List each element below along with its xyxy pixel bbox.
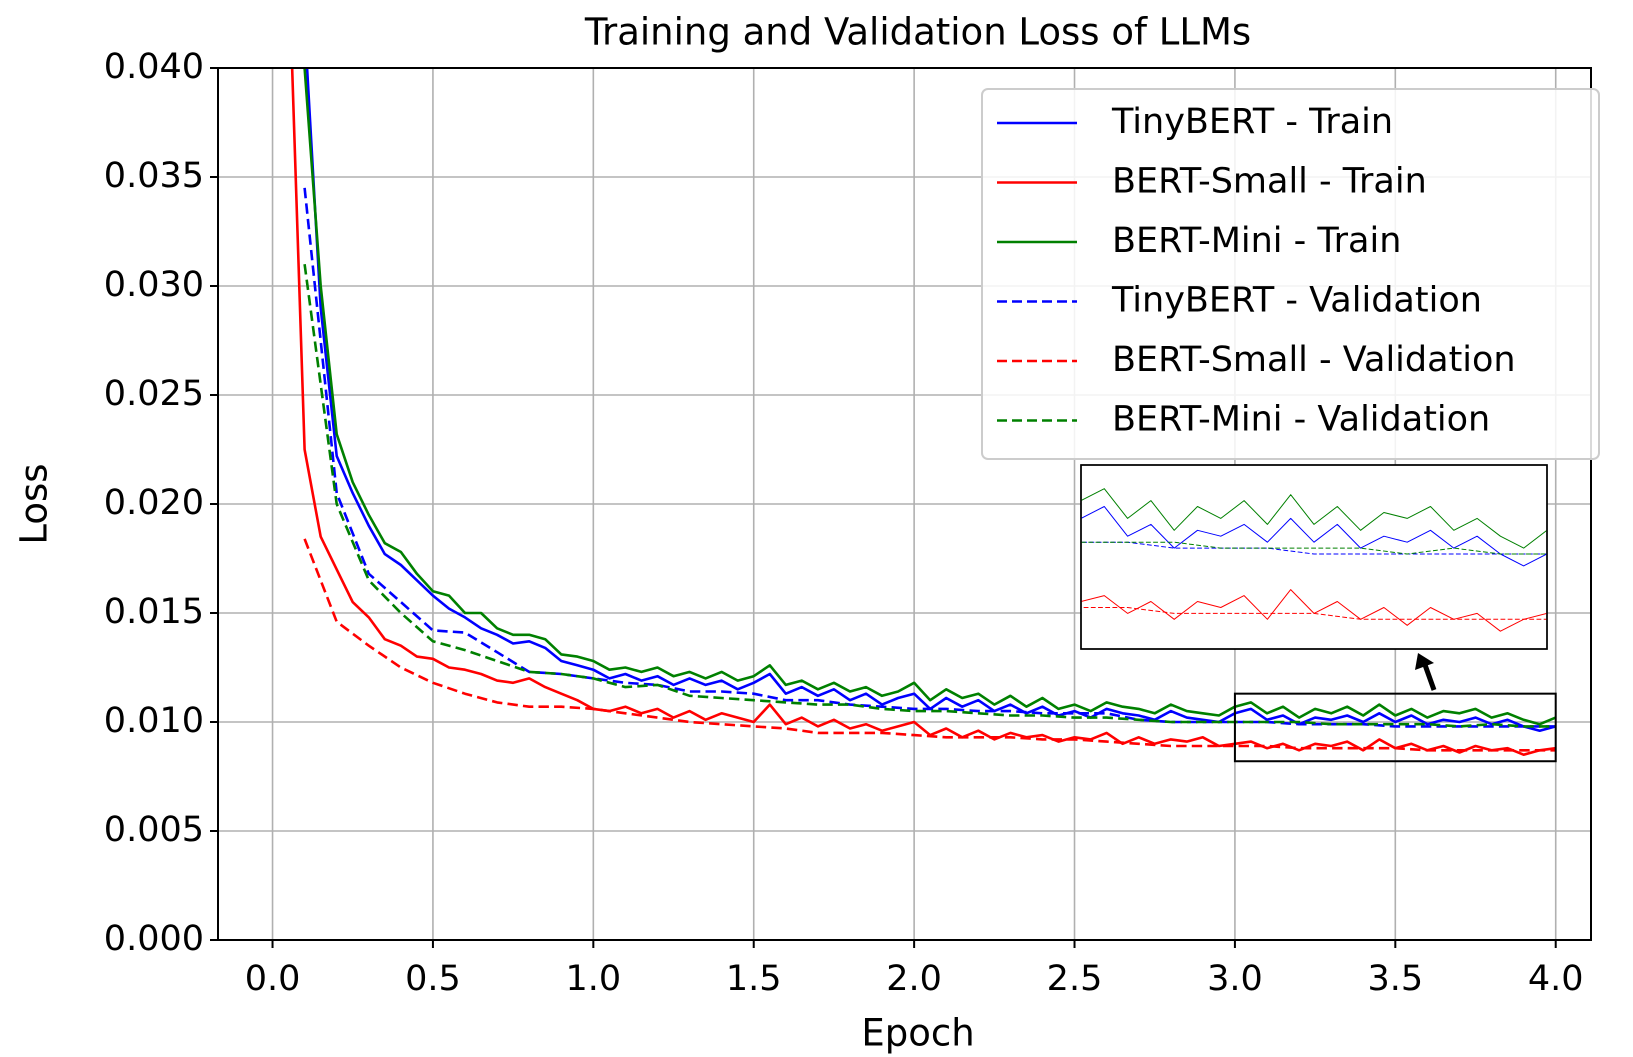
zoom-arrow-head xyxy=(1415,653,1434,670)
legend: TinyBERT - Train BERT-Small - Train BERT-M… xyxy=(981,88,1600,460)
inset-frame xyxy=(1080,464,1548,650)
legend-box xyxy=(981,88,1600,460)
zoom-rect xyxy=(1233,692,1557,763)
series-line xyxy=(303,187,1556,728)
x-tick-label: 0.0 xyxy=(245,959,301,999)
x-tick-label: 1.0 xyxy=(565,959,621,999)
legend-label: BERT-Mini - Train xyxy=(1112,221,1401,261)
y-tick-label: 0.040 xyxy=(104,47,204,87)
series-line xyxy=(305,68,1557,732)
x-tick-label: 0.5 xyxy=(405,959,461,999)
x-tick-label: 4.0 xyxy=(1528,959,1584,999)
x-axis-label: Epoch xyxy=(861,1012,974,1055)
legend-label: BERT-Small - Validation xyxy=(1112,340,1516,380)
y-tick-label: 0.030 xyxy=(104,265,204,305)
inset-background xyxy=(1080,464,1548,650)
x-tick-label: 2.5 xyxy=(1047,959,1103,999)
series-line xyxy=(1081,541,1547,555)
y-tick-label: 0.005 xyxy=(104,810,204,850)
x-tick-label: 3.0 xyxy=(1207,959,1263,999)
x-tick-label: 1.5 xyxy=(726,959,782,999)
legend-label: TinyBERT - Validation xyxy=(1111,281,1482,321)
plot-lines xyxy=(290,68,1557,756)
zoom-arrow xyxy=(1421,661,1437,691)
series-line xyxy=(1081,607,1547,620)
series-line xyxy=(1081,506,1547,567)
series-line xyxy=(290,68,1556,756)
y-tick-label: 0.035 xyxy=(104,156,204,196)
y-tick-label: 0.010 xyxy=(104,701,204,741)
series-line xyxy=(1081,589,1547,632)
legend-label: BERT-Small - Train xyxy=(1112,162,1427,202)
y-tick-label: 0.025 xyxy=(104,374,204,414)
series-line xyxy=(303,68,1557,726)
x-tick-label: 3.5 xyxy=(1367,959,1423,999)
zoom-box xyxy=(1233,692,1557,763)
y-axis-label: Loss xyxy=(13,463,56,544)
plot-frame xyxy=(217,67,1592,941)
x-tick-label: 2.0 xyxy=(886,959,942,999)
y-tick-label: 0.020 xyxy=(104,483,204,523)
inset-lines xyxy=(1081,488,1547,632)
legend-label: BERT-Mini - Validation xyxy=(1112,400,1490,440)
series-line xyxy=(303,538,1556,752)
y-tick-label: 0.015 xyxy=(104,592,204,632)
series-line xyxy=(1081,488,1547,549)
y-tick-label: 0.000 xyxy=(104,919,204,959)
chart-title: Training and Validation Loss of LLMs xyxy=(584,11,1251,54)
legend-label: TinyBERT - Train xyxy=(1111,102,1393,142)
